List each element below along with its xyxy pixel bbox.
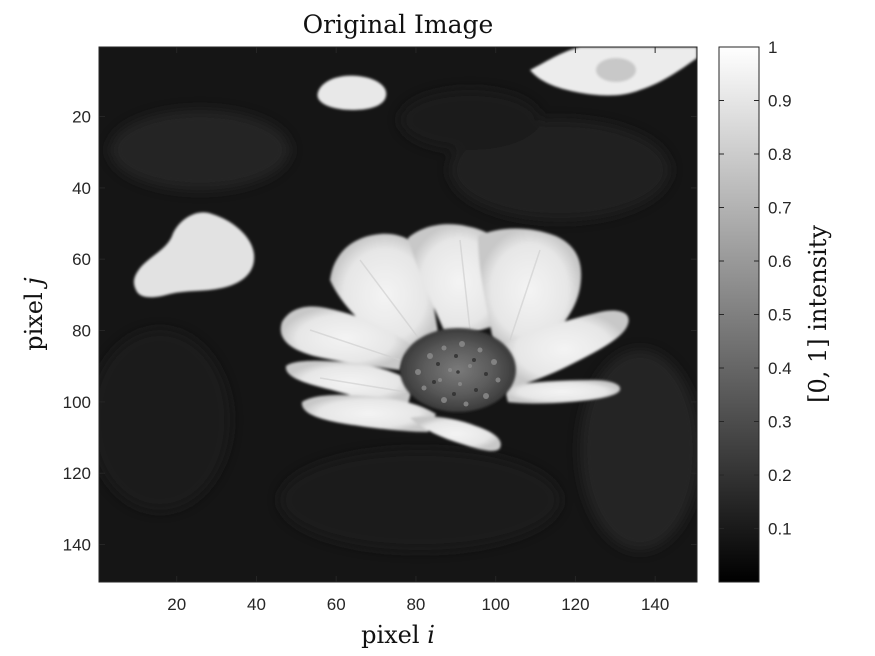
- x-tick-label: 80: [406, 595, 425, 614]
- y-tick-label: 80: [72, 322, 91, 341]
- colorbar-tick-label: 0.9: [768, 92, 792, 111]
- colorbar-tick-label: 0.1: [768, 520, 792, 539]
- colorbar-ticks: 0.1 0.2 0.3 0.4 0.5 0.6 0.7 0.8 0.9 1: [719, 38, 792, 539]
- colorbar-tick-label: 0.8: [768, 145, 792, 164]
- colorbar: [718, 46, 760, 583]
- y-tick-label: 100: [63, 393, 91, 412]
- colorbar-tick-label: 0.5: [768, 306, 792, 325]
- colorbar-tick-label: 0.7: [768, 199, 792, 218]
- y-tick-label: 120: [63, 464, 91, 483]
- bright-blob-left: [133, 212, 255, 298]
- x-axis-label-var: i: [427, 621, 435, 649]
- y-axis-ticks: 20 40 60 80 100 120 140: [63, 108, 697, 555]
- colorbar-tick-label: 0.4: [768, 359, 792, 378]
- flower-center: [400, 328, 516, 412]
- y-tick-label: 140: [63, 536, 91, 555]
- bright-blob-top: [317, 75, 387, 110]
- axes-frame: [98, 46, 698, 583]
- y-axis-label-text: pixel: [20, 292, 48, 350]
- x-tick-label: 40: [247, 595, 266, 614]
- chart-title: Original Image: [303, 10, 494, 39]
- y-tick-label: 60: [72, 250, 91, 269]
- x-tick-label: 100: [481, 595, 509, 614]
- x-axis-ticks: 20 40 60 80 100 120 140: [167, 47, 669, 614]
- y-axis-label-var: j: [20, 277, 48, 290]
- x-tick-label: 20: [167, 595, 186, 614]
- main-flower: [280, 224, 629, 451]
- y-tick-label: 40: [72, 179, 91, 198]
- colorbar-tick-label: 1: [768, 38, 777, 57]
- x-tick-label: 140: [641, 595, 669, 614]
- x-axis-label-text: pixel: [361, 621, 419, 649]
- x-axis-label: pixel i: [361, 621, 435, 649]
- y-axis-label: pixel j: [20, 277, 48, 351]
- colorbar-tick-label: 0.6: [768, 252, 792, 271]
- y-tick-label: 20: [72, 108, 91, 127]
- image-plot-area: [99, 47, 697, 582]
- x-tick-label: 60: [327, 595, 346, 614]
- colorbar-label: [0, 1] intensity: [804, 225, 832, 403]
- x-tick-label: 120: [561, 595, 589, 614]
- colorbar-tick-label: 0.3: [768, 413, 792, 432]
- colorbar-tick-label: 0.2: [768, 466, 792, 485]
